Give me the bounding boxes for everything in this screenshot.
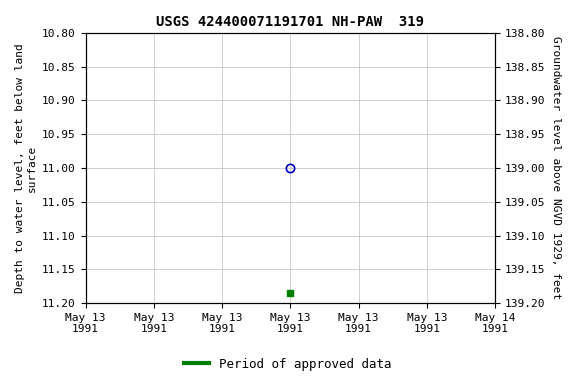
Legend: Period of approved data: Period of approved data [179, 353, 397, 376]
Y-axis label: Groundwater level above NGVD 1929, feet: Groundwater level above NGVD 1929, feet [551, 36, 561, 300]
Title: USGS 424400071191701 NH-PAW  319: USGS 424400071191701 NH-PAW 319 [157, 15, 425, 29]
Y-axis label: Depth to water level, feet below land
surface: Depth to water level, feet below land su… [15, 43, 37, 293]
